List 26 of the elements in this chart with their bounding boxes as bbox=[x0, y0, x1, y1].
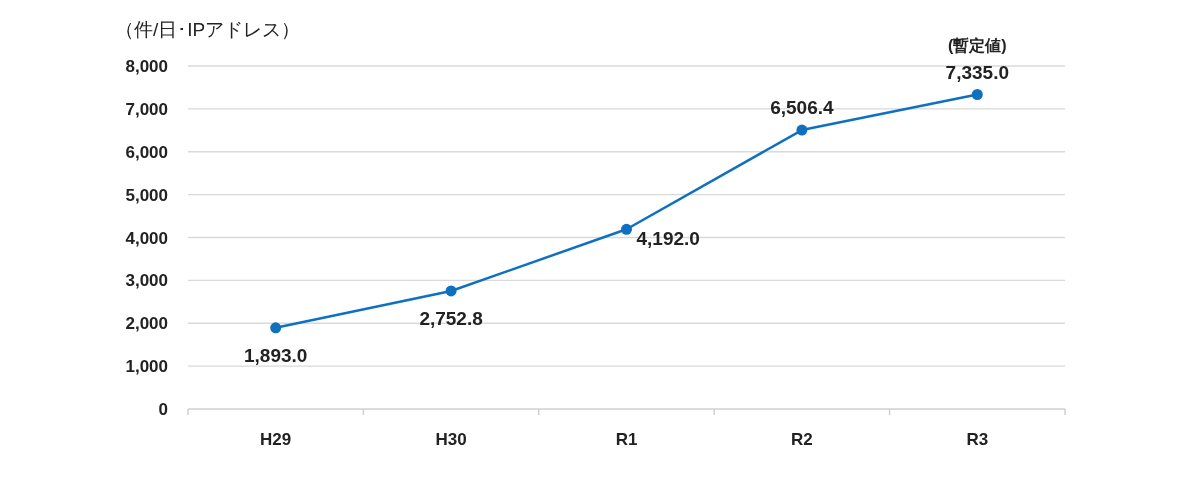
y-tick-label: 8,000 bbox=[125, 57, 168, 76]
point bbox=[796, 124, 808, 136]
y-tick-label: 7,000 bbox=[125, 99, 168, 119]
x-tick-label: H30 bbox=[435, 430, 467, 449]
x-tick-label: R1 bbox=[615, 430, 638, 449]
point bbox=[971, 89, 983, 101]
text: 1,893.0 bbox=[244, 344, 308, 366]
y-tick-label: 5,000 bbox=[125, 185, 168, 205]
x-tick-label: R3 bbox=[966, 430, 989, 449]
annotation: (暫定値) bbox=[947, 36, 1007, 54]
text: 6,506.4 bbox=[770, 97, 834, 119]
x-tick-label: R2 bbox=[791, 430, 813, 449]
x-tick-label: H29 bbox=[260, 430, 292, 449]
y-tick-label: 2,000 bbox=[125, 314, 168, 334]
point bbox=[445, 285, 457, 297]
y-tick-label: 3,000 bbox=[125, 271, 168, 291]
text: 2,752.8 bbox=[419, 307, 483, 329]
point bbox=[270, 322, 282, 334]
y-tick-label: 1,000 bbox=[125, 357, 168, 377]
text: 4,192.0 bbox=[636, 228, 700, 250]
point bbox=[621, 223, 632, 235]
y-axis-title: （件/日･IPアドレス） bbox=[115, 19, 301, 40]
text: 7,335.0 bbox=[945, 61, 1009, 83]
y-tick-label: 0 bbox=[158, 400, 168, 419]
y-tick-label: 6,000 bbox=[125, 142, 168, 162]
y-tick-label: 4,000 bbox=[125, 228, 168, 248]
